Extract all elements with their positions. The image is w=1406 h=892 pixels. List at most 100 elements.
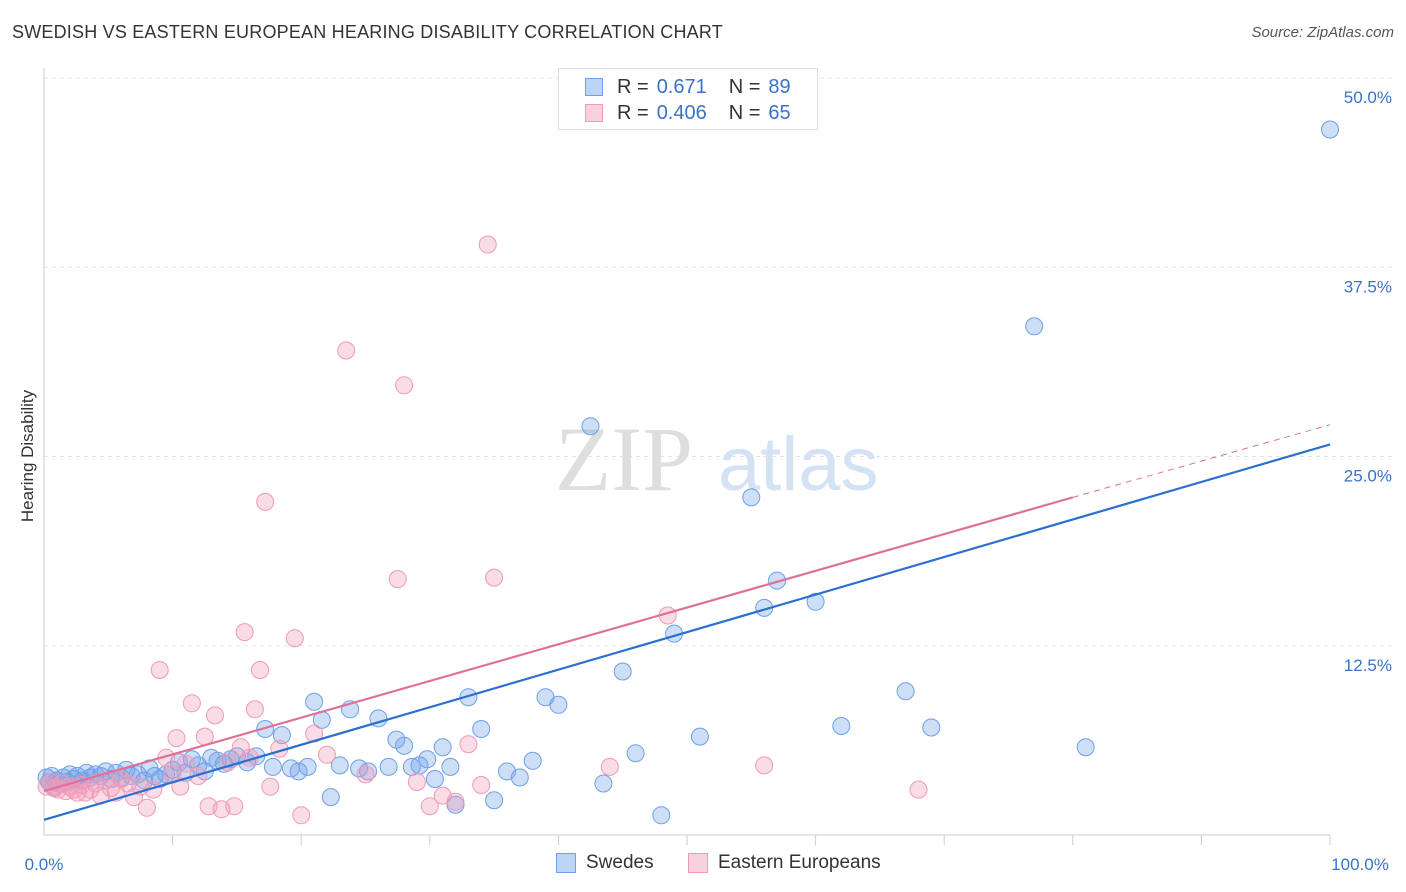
eastern-europeans-point[interactable]: [76, 783, 95, 802]
swedes-point[interactable]: [418, 750, 437, 769]
eastern-europeans-point[interactable]: [356, 765, 375, 784]
watermark-zip: ZIP: [555, 408, 693, 510]
eastern-europeans-point[interactable]: [150, 661, 169, 679]
legend-item-eastern-europeans[interactable]: Eastern Europeans: [688, 852, 881, 874]
swedes-point[interactable]: [549, 695, 568, 714]
eastern-europeans-point[interactable]: [245, 700, 264, 719]
swedes-trend-line: [43, 443, 1331, 821]
eastern-europeans-point[interactable]: [472, 776, 491, 794]
eastern-europeans-point[interactable]: [388, 570, 407, 589]
eastern-europeans-point[interactable]: [755, 756, 774, 775]
chart-title: SWEDISH VS EASTERN EUROPEAN HEARING DISA…: [12, 22, 723, 42]
eastern-europeans-point[interactable]: [292, 806, 311, 825]
grid-lines: [44, 77, 1392, 647]
swedes-point[interactable]: [145, 767, 164, 785]
eastern-europeans-point[interactable]: [112, 770, 131, 788]
swedes-point[interactable]: [768, 571, 786, 590]
eastern-europeans-point[interactable]: [420, 797, 439, 816]
eastern-europeans-point[interactable]: [600, 757, 619, 776]
legend-swatch-swedes: [585, 78, 603, 96]
eastern-europeans-point[interactable]: [176, 754, 195, 773]
series-legend: Swedes Eastern Europeans: [0, 852, 1406, 878]
legend-swatch-eastern-europeans: [585, 104, 603, 122]
swedes-point[interactable]: [1025, 317, 1044, 336]
legend-label-eastern-europeans: Eastern Europeans: [718, 852, 881, 873]
eastern-europeans-point[interactable]: [317, 745, 336, 764]
swedes-point[interactable]: [441, 757, 460, 776]
swedes-point[interactable]: [395, 736, 414, 755]
swedes-point[interactable]: [581, 417, 600, 436]
eastern-europeans-point[interactable]: [909, 780, 928, 799]
eastern-europeans-point[interactable]: [478, 235, 497, 254]
swedes-point[interactable]: [272, 726, 291, 745]
eastern-europeans-point[interactable]: [225, 797, 244, 816]
eastern-europeans-point[interactable]: [182, 694, 201, 713]
swedes-point[interactable]: [832, 717, 851, 735]
swedes-point[interactable]: [523, 751, 542, 770]
axes: [43, 68, 1331, 845]
legend-label-swedes: Swedes: [586, 852, 654, 873]
source-label: Source: ZipAtlas.com: [1251, 24, 1394, 41]
eastern-europeans-point[interactable]: [137, 798, 156, 817]
eastern-europeans-point[interactable]: [251, 661, 269, 679]
swedes-point[interactable]: [742, 488, 761, 507]
swedes-point[interactable]: [433, 738, 452, 757]
swedes-point[interactable]: [1076, 738, 1095, 757]
eastern-europeans-point[interactable]: [485, 568, 504, 587]
swedes-point[interactable]: [806, 592, 825, 611]
swedes-point[interactable]: [227, 747, 246, 766]
eastern-europeans-point[interactable]: [337, 341, 356, 360]
swedes-point[interactable]: [626, 744, 645, 763]
x-tick-label-min: 0.0%: [25, 855, 64, 874]
swedes-point[interactable]: [321, 788, 340, 807]
eastern-europeans-point[interactable]: [261, 777, 280, 796]
eastern-europeans-point[interactable]: [446, 792, 465, 811]
swedes-point[interactable]: [459, 688, 478, 707]
swedes-point[interactable]: [1321, 120, 1339, 139]
y-tick-label: 37.5%: [1344, 277, 1392, 296]
eastern-europeans-point[interactable]: [206, 706, 224, 725]
eastern-europeans-point[interactable]: [407, 773, 426, 791]
x-tick-label-max: 100.0%: [1331, 855, 1389, 874]
swedes-point[interactable]: [425, 770, 444, 788]
y-tick-label: 25.0%: [1344, 467, 1392, 486]
swedes-point[interactable]: [485, 791, 504, 810]
swedes-point[interactable]: [379, 757, 398, 776]
swedes-point[interactable]: [472, 720, 491, 738]
r-label: R =: [617, 75, 649, 98]
n-value: 89: [768, 75, 791, 98]
legend-row-eastern-europeans: R = 0.406 N = 65: [585, 100, 791, 126]
r-label: R =: [617, 101, 649, 124]
swedes-point[interactable]: [510, 768, 529, 787]
swedes-point[interactable]: [289, 762, 308, 781]
swedes-point[interactable]: [896, 682, 915, 701]
watermark-atlas: atlas: [718, 422, 879, 507]
swedes-point[interactable]: [652, 806, 671, 825]
eastern-europeans-trend-line: [43, 496, 1074, 793]
swedes-point[interactable]: [330, 756, 349, 775]
eastern-europeans-point[interactable]: [395, 376, 414, 395]
eastern-europeans-point[interactable]: [285, 629, 304, 648]
eastern-europeans-point[interactable]: [81, 780, 100, 799]
swedes-point[interactable]: [359, 762, 378, 781]
eastern-europeans-point[interactable]: [231, 738, 250, 757]
eastern-europeans-point[interactable]: [189, 767, 208, 785]
eastern-europeans-point[interactable]: [459, 735, 478, 754]
correlation-legend: R = 0.671 N = 89 R = 0.406 N = 65: [558, 68, 818, 130]
y-tick-label: 12.5%: [1344, 656, 1392, 675]
swedes-point[interactable]: [305, 692, 324, 711]
swedes-point[interactable]: [263, 757, 282, 776]
n-value: 65: [768, 101, 791, 124]
swedes-point[interactable]: [690, 727, 709, 746]
swedes-point[interactable]: [922, 718, 941, 737]
eastern-europeans-point[interactable]: [167, 729, 186, 748]
eastern-europeans-point[interactable]: [256, 492, 275, 511]
n-label: N =: [728, 75, 761, 98]
eastern-europeans-point[interactable]: [235, 623, 254, 642]
swedes-point[interactable]: [298, 757, 317, 776]
legend-item-swedes[interactable]: Swedes: [556, 852, 654, 874]
swedes-point[interactable]: [613, 662, 632, 681]
swedes-point[interactable]: [594, 774, 613, 793]
trend-lines: [43, 424, 1331, 821]
